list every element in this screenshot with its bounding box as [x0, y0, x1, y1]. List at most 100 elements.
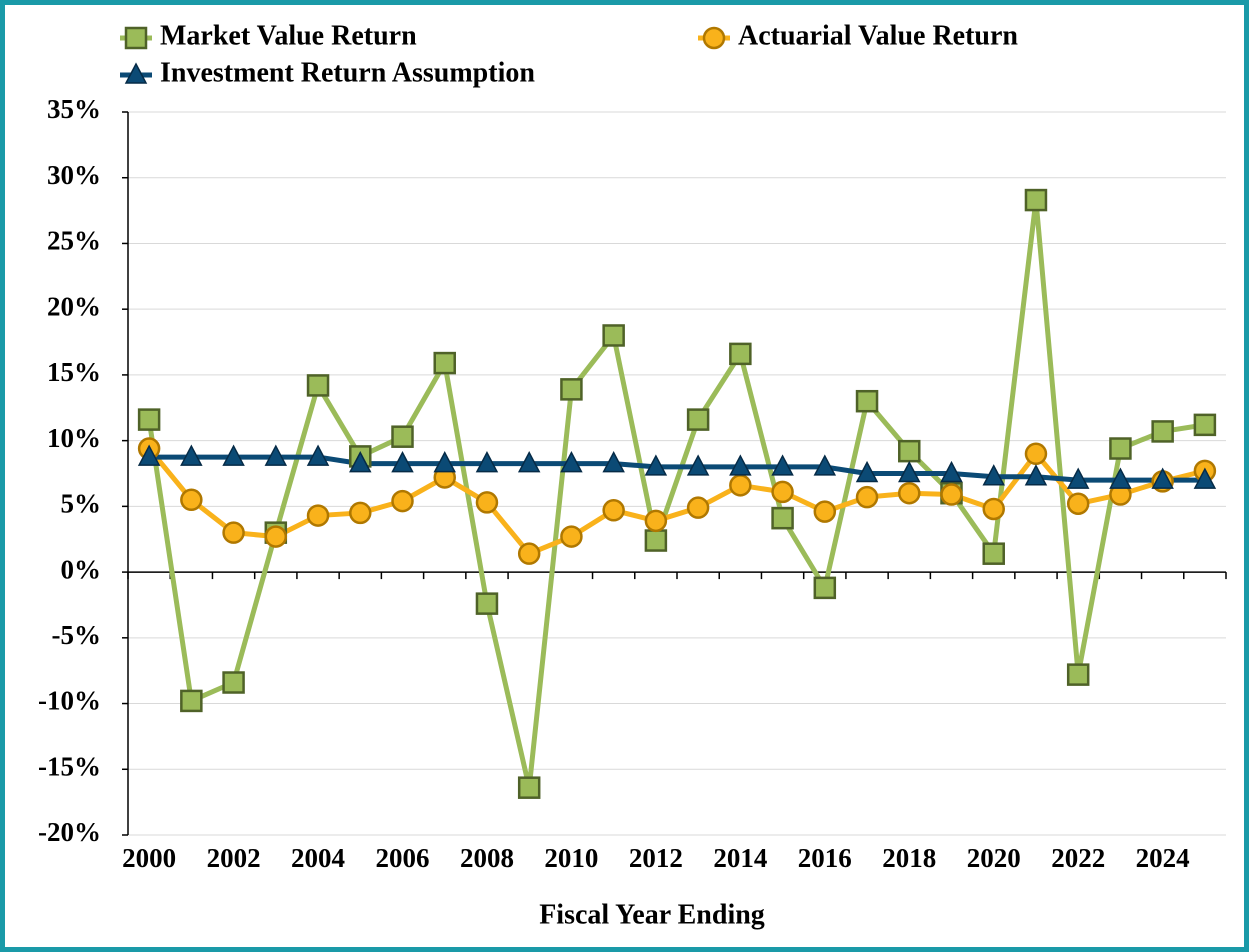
- legend-marker: [702, 26, 726, 50]
- marker: [475, 491, 499, 514]
- marker: [475, 592, 499, 615]
- marker: [391, 489, 414, 513]
- marker: [264, 525, 288, 548]
- y-tick-label: 35%: [47, 94, 101, 124]
- marker: [1066, 663, 1090, 686]
- x-tick-label: 2018: [882, 843, 936, 873]
- marker: [1109, 437, 1132, 460]
- marker: [517, 542, 541, 565]
- marker: [982, 497, 1005, 521]
- marker: [560, 525, 583, 548]
- marker: [729, 474, 752, 497]
- marker: [686, 408, 710, 431]
- x-tick-label: 2016: [798, 843, 852, 873]
- y-tick-label: -20%: [38, 817, 101, 847]
- marker: [855, 485, 879, 509]
- x-tick-label: 2012: [629, 843, 683, 873]
- legend-item: Investment Return Assumption: [120, 57, 535, 88]
- legend-label: Actuarial Value Return: [738, 20, 1018, 51]
- marker: [686, 496, 710, 519]
- marker: [771, 506, 794, 530]
- y-tick-label: 25%: [47, 226, 101, 256]
- marker: [644, 509, 668, 533]
- marker: [771, 454, 794, 476]
- x-tick-label: 2020: [967, 843, 1021, 873]
- marker: [137, 408, 161, 431]
- marker: [602, 499, 625, 522]
- x-tick-label: 2000: [122, 843, 176, 873]
- marker: [306, 444, 330, 466]
- marker: [349, 451, 372, 473]
- x-tick-label: 2004: [291, 843, 345, 873]
- marker: [898, 460, 921, 483]
- x-tick-label: 2006: [376, 843, 430, 873]
- marker: [306, 504, 330, 527]
- marker: [982, 542, 1005, 565]
- marker: [560, 378, 583, 401]
- marker: [813, 454, 837, 476]
- y-tick-label: 20%: [47, 291, 101, 321]
- marker: [475, 451, 499, 473]
- marker: [602, 324, 625, 347]
- marker: [560, 451, 583, 473]
- x-tick-label: 2014: [713, 843, 767, 873]
- marker: [433, 451, 456, 473]
- marker: [898, 439, 921, 463]
- marker: [222, 521, 245, 544]
- marker: [1066, 467, 1090, 489]
- marker: [222, 444, 245, 466]
- x-axis-label: Fiscal Year Ending: [539, 899, 765, 930]
- marker: [771, 480, 794, 504]
- y-tick-label: 10%: [47, 423, 101, 453]
- marker: [940, 460, 963, 483]
- marker: [644, 454, 668, 476]
- marker: [729, 342, 752, 366]
- marker: [1193, 467, 1217, 489]
- marker: [855, 460, 879, 483]
- marker: [898, 481, 921, 505]
- legend-label: Investment Return Assumption: [160, 57, 535, 88]
- y-tick-label: 5%: [61, 489, 102, 519]
- marker: [433, 351, 456, 375]
- legend-item: Market Value Return: [120, 20, 417, 51]
- y-tick-label: 0%: [61, 554, 102, 584]
- legend-marker: [124, 26, 148, 50]
- marker: [306, 374, 330, 397]
- legend-marker: [124, 62, 148, 84]
- y-tick-label: 30%: [47, 160, 101, 190]
- marker: [1024, 188, 1048, 212]
- marker: [517, 776, 541, 799]
- marker: [1151, 467, 1174, 489]
- y-tick-label: -15%: [38, 751, 101, 781]
- x-tick-label: 2022: [1051, 843, 1105, 873]
- marker: [982, 464, 1005, 486]
- marker: [180, 444, 203, 466]
- marker: [602, 451, 625, 473]
- marker: [940, 483, 963, 506]
- x-tick-label: 2010: [544, 843, 598, 873]
- marker: [391, 425, 414, 448]
- marker: [1024, 464, 1048, 486]
- marker: [349, 501, 372, 525]
- marker: [686, 454, 710, 476]
- marker: [729, 454, 752, 476]
- marker: [1024, 442, 1048, 466]
- series-line: [146, 197, 1206, 791]
- marker: [180, 689, 203, 713]
- marker: [1109, 467, 1132, 489]
- x-tick-label: 2024: [1136, 843, 1190, 873]
- marker: [1151, 420, 1174, 443]
- marker: [264, 444, 288, 466]
- legend-label: Market Value Return: [160, 20, 417, 51]
- marker: [391, 451, 414, 473]
- x-tick-label: 2002: [207, 843, 261, 873]
- x-tick-label: 2008: [460, 843, 514, 873]
- y-tick-label: 15%: [47, 357, 101, 387]
- marker: [1193, 413, 1217, 437]
- marker: [180, 488, 203, 512]
- legend-item: Actuarial Value Return: [698, 20, 1018, 51]
- marker: [813, 500, 837, 523]
- marker: [644, 529, 668, 552]
